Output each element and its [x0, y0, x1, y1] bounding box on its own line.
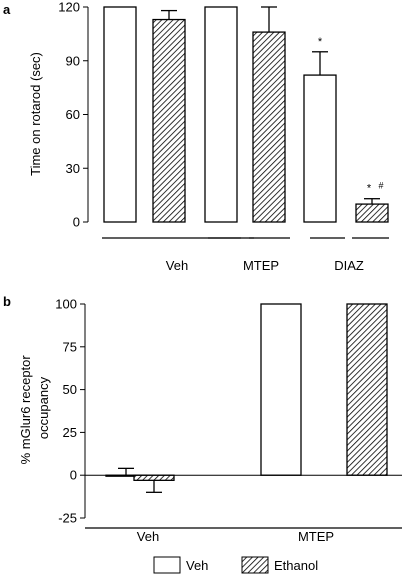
- panel-b-bar: [260, 303, 302, 476]
- panel-b-y-axis-label-line2: occupancy: [36, 376, 51, 439]
- panel-a-y-tick-label: 90: [66, 53, 80, 68]
- panel-a-bar: [204, 6, 238, 223]
- panel-a-significance-marker-secondary: #: [378, 181, 383, 191]
- legend-swatch-ethanol: [241, 556, 269, 574]
- panel-a-group-label-diaz: DIAZ: [334, 258, 364, 273]
- panel-a-y-tick-label: 60: [66, 107, 80, 122]
- panel-b-y-tick-label: 100: [55, 297, 77, 312]
- legend-swatch-veh: [153, 556, 181, 574]
- panel-b-group-label-mtep: MTEP: [298, 529, 334, 544]
- panel-a-bar: [355, 203, 389, 223]
- panel-a-bar: [103, 6, 137, 223]
- panel-b-y-tick-label: -25: [58, 511, 77, 526]
- panel-b-y-tick-label: 25: [63, 425, 77, 440]
- panel-a-significance-marker: *: [367, 183, 372, 195]
- panel-b-y-tick-label: 50: [63, 382, 77, 397]
- panel-a-group-label-mtep: MTEP: [243, 258, 279, 273]
- panel-a-bar: [252, 31, 286, 223]
- legend-label-ethanol: Ethanol: [274, 558, 318, 573]
- legend-label-veh: Veh: [186, 558, 208, 573]
- panel-b-y-axis-label-line1: % mGlur6 receptor: [18, 355, 33, 465]
- panel-b-bar: [133, 474, 175, 481]
- panel-a-y-tick-label: 0: [73, 215, 80, 230]
- panel-a-y-tick-label: 120: [58, 0, 80, 15]
- panel-b-bar: [346, 303, 388, 476]
- panel-a-y-tick-label: 30: [66, 161, 80, 176]
- panel-b-y-axis-label: % mGlur6 receptor occupancy: [18, 352, 51, 465]
- panel-b-y-tick-label: 75: [63, 339, 77, 354]
- panel-a-bar: [303, 74, 337, 223]
- panel-b-plot: -25 0 25 50 75 100: [55, 297, 402, 529]
- panel-b-y-tick-label: 0: [70, 468, 77, 483]
- panel-a-y-axis-label: Time on rotarod (sec): [28, 52, 43, 176]
- panel-a-bar: [152, 18, 186, 223]
- panel-a-letter: a: [3, 2, 11, 17]
- panel-a-plot: 0 30 60 90 120 * * #: [58, 0, 389, 239]
- panel-b-letter: b: [3, 294, 11, 309]
- legend: Veh Ethanol: [153, 556, 318, 574]
- panel-b-group-label-veh: Veh: [137, 529, 159, 544]
- panel-a-significance-marker: *: [318, 36, 323, 48]
- panel-a-group-label-veh: Veh: [166, 258, 188, 273]
